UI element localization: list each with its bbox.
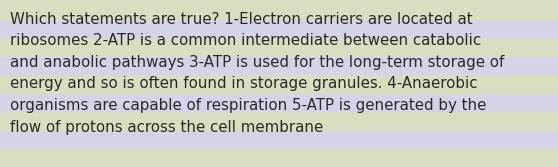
Bar [0, 56, 558, 74]
Bar [0, 93, 558, 111]
Bar [0, 37, 558, 56]
Bar [0, 74, 558, 93]
Bar [0, 0, 558, 19]
Bar [0, 19, 558, 37]
Text: Which statements are true? 1-Electron carriers are located at
ribosomes 2-ATP is: Which statements are true? 1-Electron ca… [10, 12, 504, 135]
Bar [0, 111, 558, 130]
Bar [0, 148, 558, 167]
Bar [0, 130, 558, 148]
